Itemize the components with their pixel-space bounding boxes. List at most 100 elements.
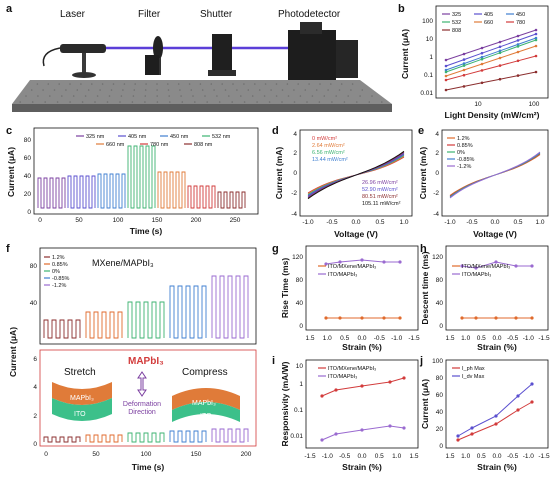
table-hole <box>112 83 115 85</box>
table-hole <box>270 89 272 91</box>
series-j-point <box>470 432 474 436</box>
table-hole <box>247 89 250 91</box>
data-point-b <box>516 74 520 77</box>
table-hole <box>293 101 296 103</box>
table-hole <box>58 83 60 85</box>
pulse-trace-f-bottom <box>211 428 249 443</box>
ytick-g-3: 120 <box>292 254 303 261</box>
series-g-point <box>360 316 364 320</box>
table-hole <box>199 83 202 85</box>
inset-compress-label: Compress <box>182 367 228 378</box>
xtick-d-0: -1.0 <box>302 219 314 226</box>
table-hole <box>319 83 321 85</box>
data-point-b <box>480 69 484 72</box>
panel-a: a Laser Filter Shutter Photodetector <box>6 3 392 112</box>
xtick-c-4: 200 <box>191 217 202 224</box>
legend-g-1: ITO/MAPbI₃ <box>328 272 357 278</box>
pulse-trace-f-bottom <box>43 436 81 443</box>
legend-d-left-1: 2.64 mW/cm² <box>312 143 345 149</box>
table-hole <box>53 89 56 91</box>
panel-d: d Current (mA) Voltage (V) -4 -2 0 2 4 -… <box>272 125 413 239</box>
ylabel-d: Current (mA) <box>274 147 284 200</box>
xtick-f-3: 150 <box>191 451 202 458</box>
legend-d-right-0: 26.96 mW/cm² <box>362 180 398 186</box>
data-point-b <box>480 57 484 61</box>
table-hole <box>84 95 87 97</box>
xtick-j-2: 0.5 <box>477 453 486 460</box>
data-point-b <box>444 88 448 92</box>
xtick-h-4: -0.5 <box>507 335 519 342</box>
legend-g: ITO/MXene/MAPbI₃ ITO/MAPbI₃ <box>318 264 376 278</box>
table-hole <box>350 89 352 91</box>
xtick-i-5: 1.0 <box>392 453 401 460</box>
legend-c-6: 808 nm <box>194 142 213 148</box>
legend-f-3: -0.85% <box>52 276 70 282</box>
table-hole <box>213 89 215 91</box>
table-hole <box>145 83 147 85</box>
data-point-b <box>480 62 484 66</box>
series-g-point <box>338 260 342 264</box>
panel-b: b Current (μA) Light Density (mW/cm²) 0.… <box>398 3 549 120</box>
legend-b-808: 808 <box>452 28 461 34</box>
xtick-c-2: 100 <box>113 217 124 224</box>
ylabel-g: Rise Time (ms) <box>280 258 290 318</box>
xtick-f-1: 50 <box>92 451 100 458</box>
series-j-point <box>516 394 520 398</box>
ytick-g-2: 80 <box>296 277 304 284</box>
xlabel-f: Time (s) <box>132 462 165 472</box>
table-hole <box>61 95 63 97</box>
iv-curves-e <box>449 151 541 199</box>
panel-letter-c: c <box>6 125 12 137</box>
xtick-f-0: 0 <box>44 451 48 458</box>
data-point-b <box>516 34 520 38</box>
legend-b: 325 405 450 532 660 780 808 <box>442 12 525 34</box>
series-j-point <box>494 414 498 418</box>
table-hole <box>123 83 126 85</box>
deformation-arrow-icon <box>137 371 147 397</box>
xtick-c-5: 250 <box>230 217 241 224</box>
xtick-f-2: 100 <box>141 451 152 458</box>
series-i-point <box>402 426 406 430</box>
legend-e-3: -0.85% <box>457 157 475 163</box>
xtick-i-1: -1.0 <box>322 453 334 460</box>
xlabel-e: Voltage (V) <box>473 229 517 239</box>
table-hole <box>156 101 159 103</box>
ytick-i-3: 10 <box>296 363 304 370</box>
series-h-point <box>460 316 464 320</box>
stretch-layer-bottom-label: ITO <box>74 411 86 418</box>
table-hole <box>80 83 82 85</box>
legend-c-1: 405 nm <box>128 134 147 140</box>
table-hole <box>156 89 158 91</box>
ytick-b-3: 10 <box>426 36 434 43</box>
panel-f: f MXene/MAPbI₃ 40 80 1.2% 0.85% 0% -0.85… <box>6 243 257 472</box>
series-h-point <box>514 264 518 268</box>
series-g-point <box>360 258 364 262</box>
ylabel-c: Current (μA) <box>6 147 16 197</box>
series-j-line <box>457 401 533 441</box>
table-hole <box>323 95 326 97</box>
xlabel-b: Light Density (mW/cm²) <box>445 110 540 120</box>
legend-f-0: 1.2% <box>52 255 65 261</box>
panel-letter-e: e <box>418 125 424 137</box>
data-point-b <box>516 50 520 54</box>
plot-frame-e <box>441 129 549 217</box>
table-hole <box>308 83 310 85</box>
data-point-b <box>534 54 538 58</box>
table-hole <box>331 101 333 103</box>
xtick-h-2: 0.5 <box>477 335 486 342</box>
table-hole <box>258 89 261 91</box>
ytick-d-1: -2 <box>291 190 297 197</box>
series-j-point <box>516 408 520 412</box>
data-point-b <box>498 40 502 44</box>
xtick-i-2: -0.5 <box>339 453 351 460</box>
series-h-point <box>474 316 478 320</box>
ytick-e-4: 4 <box>435 131 439 138</box>
xtick-h-3: 0.0 <box>492 335 501 342</box>
pulse-trace-c <box>217 191 246 209</box>
legend-c-2: 450 nm <box>170 134 189 140</box>
table-hole <box>243 101 246 103</box>
data-point-b <box>498 49 502 53</box>
table-hole <box>286 83 289 85</box>
ytick-i-0: 0.01 <box>290 433 303 440</box>
